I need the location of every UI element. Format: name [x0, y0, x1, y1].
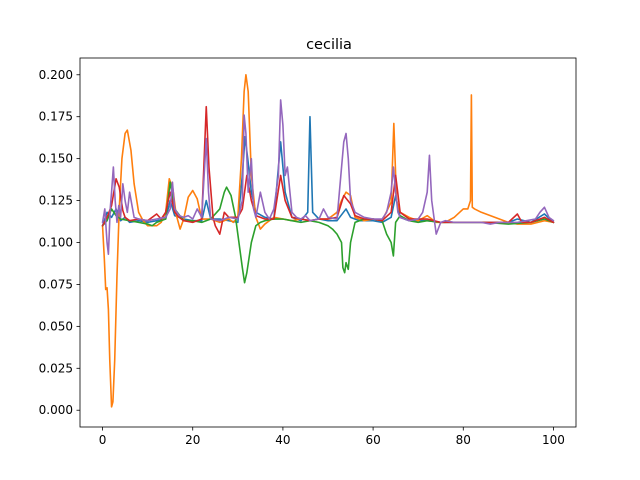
- y-tick-label: 0.000: [39, 403, 73, 417]
- series-layer: [101, 73, 555, 408]
- x-tick-label: 40: [275, 433, 290, 447]
- y-tick-label: 0.150: [39, 152, 73, 166]
- x-tick-label: 20: [185, 433, 200, 447]
- y-tick-label: 0.025: [39, 361, 73, 375]
- series-line-5: [101, 99, 555, 256]
- y-tick-label: 0.075: [39, 277, 73, 291]
- y-tick-label: 0.125: [39, 194, 73, 208]
- series-line-1: [101, 115, 555, 227]
- y-axis: 0.000 0.025 0.050 0.075 0.100 0.125 0.150 0.175…: [39, 68, 80, 417]
- x-tick-label: 100: [542, 433, 565, 447]
- x-tick-label: 60: [365, 433, 380, 447]
- y-tick-label: 0.100: [39, 236, 73, 250]
- x-axis: 0 20 40 60 80 100: [99, 427, 565, 447]
- chart-title: cecilia: [306, 37, 352, 53]
- y-tick-label: 0.200: [39, 68, 73, 82]
- y-tick-label: 0.175: [39, 110, 73, 124]
- series-line-3: [101, 181, 555, 284]
- x-tick-label: 80: [456, 433, 471, 447]
- y-tick-label: 0.050: [39, 319, 73, 333]
- x-tick-label: 0: [99, 433, 107, 447]
